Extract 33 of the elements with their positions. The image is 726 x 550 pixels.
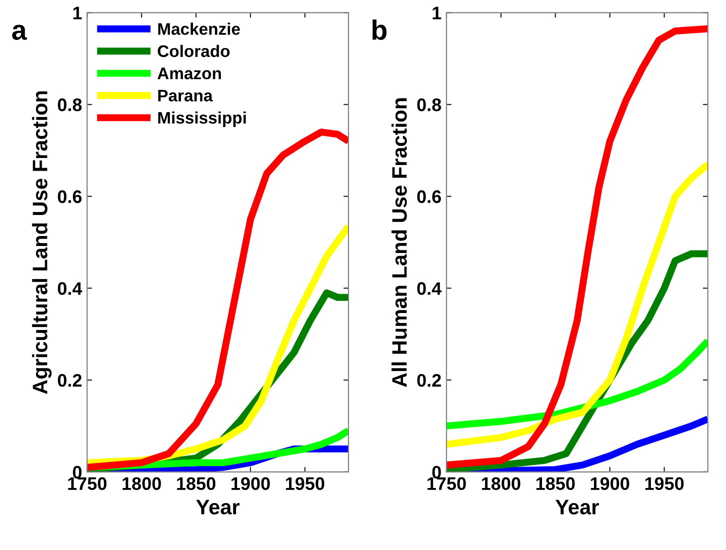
- x-tick-label: 1900: [590, 477, 630, 490]
- x-axis-title: Year: [556, 500, 599, 514]
- x-tick-label: 1850: [177, 477, 216, 490]
- x-tick-label: 1800: [482, 477, 520, 490]
- legend-label: Parana: [158, 90, 213, 102]
- x-tick-label: 1750: [68, 477, 106, 490]
- x-tick-label: 1800: [122, 477, 161, 490]
- y-tick-label: 0.2: [58, 374, 82, 387]
- legend-label: Mississippi: [158, 111, 246, 127]
- legend-label: Amazon: [158, 68, 221, 80]
- legend-label: Mackenzie: [158, 22, 240, 35]
- y-tick-label: 0: [432, 466, 441, 479]
- y-tick-label: 0.8: [58, 98, 82, 112]
- text: a: [12, 24, 27, 40]
- x-tick-label: 1950: [645, 477, 684, 490]
- text: b: [372, 20, 387, 40]
- x-tick-label: 1950: [286, 477, 324, 490]
- x-tick-label: 1850: [536, 477, 575, 490]
- y-tick-label: 0.6: [58, 190, 82, 204]
- y-tick-label: 0.4: [417, 282, 442, 295]
- y-tick-label: 1: [73, 6, 82, 20]
- y-tick-label: 0.2: [417, 374, 441, 387]
- x-tick-label: 1750: [428, 477, 466, 490]
- legend-label: Colorado: [158, 44, 230, 58]
- y-tick-label: 1: [432, 6, 442, 20]
- x-tick-label: 1900: [232, 477, 270, 490]
- y-tick-label: 0.8: [417, 98, 442, 112]
- y-tick-label: 0.4: [58, 282, 82, 295]
- y-tick-label: 0.6: [417, 190, 441, 204]
- y-tick-label: 0: [72, 466, 82, 479]
- y-axis-title: All Human Land Use Fraction: [392, 98, 407, 388]
- x-axis-title: Year: [196, 500, 240, 514]
- y-axis-title: Agricultural Land Use Fraction: [32, 91, 52, 394]
